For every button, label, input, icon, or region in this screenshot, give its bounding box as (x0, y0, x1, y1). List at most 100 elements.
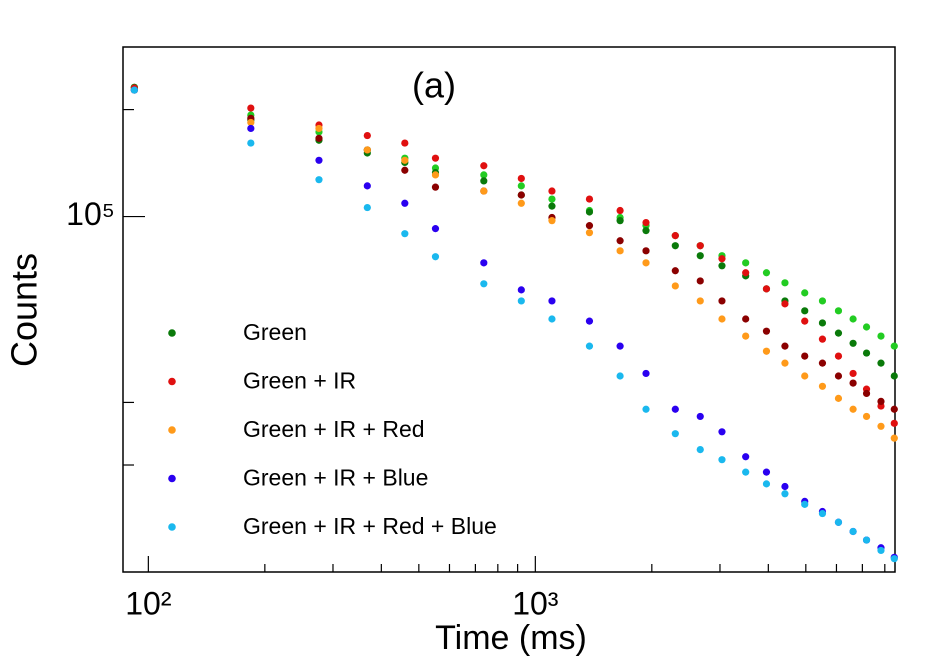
data-point (849, 379, 857, 387)
data-point (890, 372, 898, 380)
data-point (480, 259, 488, 267)
legend-marker (168, 377, 176, 386)
data-point (585, 229, 594, 237)
data-point (616, 247, 624, 255)
data-point (363, 203, 371, 212)
data-point (801, 317, 809, 325)
data-point (781, 490, 789, 498)
data-point (642, 405, 650, 413)
data-point (671, 242, 679, 250)
data-point (877, 546, 885, 555)
data-point (849, 315, 857, 323)
data-point (616, 237, 624, 245)
data-point (548, 315, 556, 323)
legend-marker (168, 329, 176, 337)
data-point (781, 359, 789, 367)
legend-label: Green (243, 319, 307, 345)
data-point (877, 359, 885, 367)
data-point (834, 394, 843, 402)
legend-label: Green + IR + Red (243, 416, 425, 442)
data-point (431, 171, 440, 179)
data-point (585, 317, 594, 325)
legend-label: Green + IR + Blue (243, 465, 428, 491)
data-point (671, 430, 679, 438)
data-point (742, 315, 750, 323)
data-point (247, 118, 255, 127)
data-point (401, 199, 409, 207)
data-point (480, 177, 488, 185)
data-point (801, 372, 809, 380)
data-point (642, 247, 650, 255)
data-point (762, 327, 771, 335)
data-point (801, 352, 809, 360)
data-point (616, 217, 624, 225)
data-point (480, 171, 488, 179)
data-point (548, 297, 556, 305)
data-point (818, 335, 827, 343)
data-point (696, 412, 704, 421)
data-point (818, 297, 827, 305)
data-point (363, 146, 371, 154)
data-point (480, 280, 488, 288)
data-point (315, 124, 323, 133)
data-point (834, 352, 843, 360)
data-point (616, 206, 624, 215)
data-point (517, 191, 525, 199)
data-point (315, 156, 323, 164)
x-tick-label: 10³ (512, 585, 559, 621)
data-point (890, 419, 898, 427)
data-point (671, 232, 679, 240)
data-point (247, 104, 255, 112)
data-point (401, 156, 409, 164)
legend-label: Green + IR (243, 368, 356, 394)
data-point (862, 536, 871, 544)
data-point (718, 255, 726, 263)
data-point (718, 428, 726, 436)
data-point (548, 195, 556, 203)
data-point (401, 139, 409, 147)
data-point (642, 218, 650, 227)
data-point (401, 166, 409, 174)
data-point (818, 509, 827, 518)
data-point (742, 453, 750, 461)
data-point (431, 183, 440, 191)
data-point (517, 199, 525, 207)
x-axis-label: Time (ms) (435, 619, 587, 657)
data-point (890, 434, 898, 442)
data-point (696, 445, 704, 454)
data-point (718, 262, 726, 270)
data-point (517, 182, 525, 190)
data-point (781, 342, 789, 350)
data-point (762, 468, 771, 476)
data-point (849, 369, 857, 378)
data-point (877, 397, 885, 405)
data-point (762, 285, 771, 293)
x-tick-label: 10² (125, 585, 172, 621)
data-point (315, 134, 323, 142)
data-point (585, 195, 594, 203)
data-point (890, 405, 898, 413)
data-point (890, 342, 898, 350)
data-point (247, 139, 255, 147)
data-point (548, 187, 556, 195)
data-point (801, 289, 809, 297)
data-point (363, 182, 371, 190)
data-point (862, 323, 871, 331)
data-point (480, 162, 488, 170)
data-point (671, 267, 679, 275)
data-point (718, 456, 726, 464)
data-point (401, 230, 409, 238)
data-point (696, 242, 704, 250)
data-point (130, 86, 138, 94)
data-point (742, 259, 750, 267)
data-point (642, 369, 650, 378)
y-axis-label: Counts (4, 253, 45, 367)
data-point (877, 422, 885, 430)
data-point (696, 297, 704, 305)
data-point (849, 339, 857, 347)
data-point (431, 225, 440, 233)
data-point (517, 286, 525, 294)
data-point (849, 527, 857, 536)
legend-label: Green + IR + Red + Blue (243, 513, 497, 539)
legend-marker (168, 474, 176, 483)
